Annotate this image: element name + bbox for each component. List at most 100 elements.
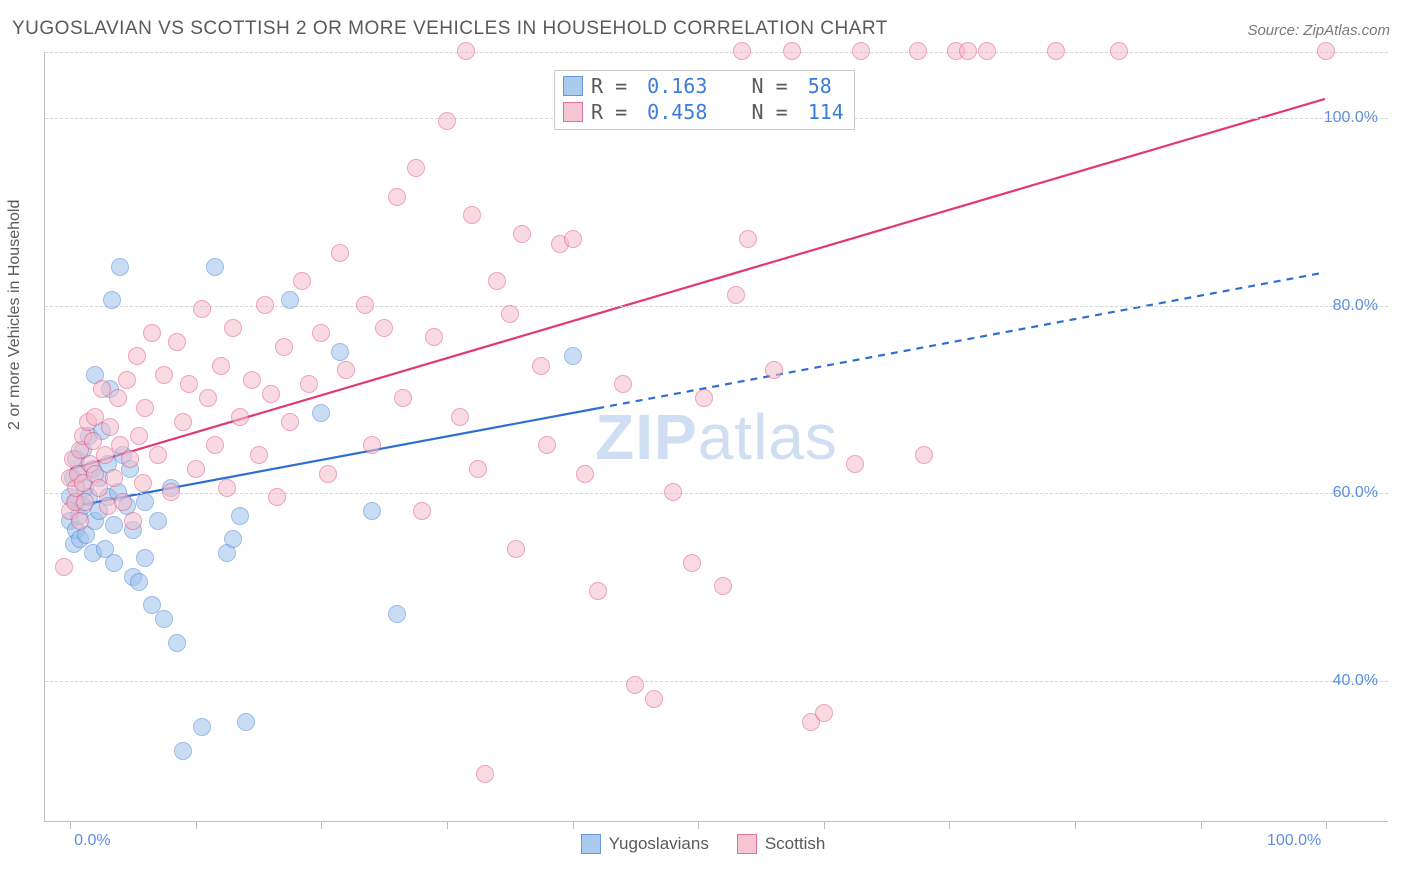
scatter-point [959,42,977,60]
stat-n-value: 114 [808,99,844,125]
scatter-point [105,554,123,572]
scatter-point [1110,42,1128,60]
y-tick-label: 80.0% [1333,297,1378,315]
x-tick [573,821,574,829]
scatter-point [727,286,745,304]
scatter-point [180,375,198,393]
scatter-point [388,188,406,206]
scatter-point [105,469,123,487]
scatter-point [224,530,242,548]
scatter-point [111,258,129,276]
scatter-point [978,42,996,60]
y-axis-label: 2 or more Vehicles in Household [6,200,24,430]
scatter-point [312,324,330,342]
scatter-point [915,446,933,464]
scatter-point [739,230,757,248]
scatter-point [155,366,173,384]
y-tick-label: 60.0% [1333,484,1378,502]
scatter-point [909,42,927,60]
scatter-point [193,300,211,318]
scatter-point [765,361,783,379]
plot-area: ZIPatlas 40.0%60.0%80.0%100.0%0.0%100.0% [44,52,1388,822]
scatter-point [1317,42,1335,60]
scatter-point [121,450,139,468]
scatter-point [168,333,186,351]
x-tick [1075,821,1076,829]
scatter-point [149,512,167,530]
x-tick [1201,821,1202,829]
stats-legend-box: R = 0.163 N = 58R = 0.458 N = 114 [554,70,855,130]
stats-row: R = 0.163 N = 58 [563,73,844,99]
x-tick [196,821,197,829]
regression-lines-layer [45,52,1388,821]
scatter-point [109,389,127,407]
scatter-point [118,371,136,389]
scatter-point [626,676,644,694]
scatter-point [281,291,299,309]
scatter-point [576,465,594,483]
x-tick [1326,821,1327,829]
scatter-point [149,446,167,464]
scatter-point [407,159,425,177]
scatter-point [319,465,337,483]
scatter-point [363,502,381,520]
series-swatch [563,76,583,96]
y-tick-label: 40.0% [1333,672,1378,690]
scatter-point [852,42,870,60]
scatter-point [134,474,152,492]
scatter-point [256,296,274,314]
legend-label: Yugoslavians [609,834,709,854]
scatter-point [101,418,119,436]
scatter-point [564,347,582,365]
scatter-point [846,455,864,473]
scatter-point [356,296,374,314]
scatter-point [614,375,632,393]
scatter-point [218,479,236,497]
scatter-point [532,357,550,375]
scatter-point [1047,42,1065,60]
scatter-point [275,338,293,356]
series-swatch [563,102,583,122]
scatter-point [155,610,173,628]
stat-r-value: 0.163 [647,73,707,99]
scatter-point [136,399,154,417]
scatter-point [243,371,261,389]
scatter-point [513,225,531,243]
scatter-point [231,507,249,525]
x-tick [447,821,448,829]
legend-swatch [581,834,601,854]
scatter-point [93,380,111,398]
scatter-point [199,389,217,407]
scatter-point [124,512,142,530]
scatter-point [128,347,146,365]
scatter-point [168,634,186,652]
legend-item: Scottish [737,834,825,854]
legend-swatch [737,834,757,854]
scatter-point [538,436,556,454]
scatter-point [130,573,148,591]
scatter-point [130,427,148,445]
stats-row: R = 0.458 N = 114 [563,99,844,125]
gridline [45,306,1388,307]
scatter-point [783,42,801,60]
scatter-point [664,483,682,501]
scatter-point [457,42,475,60]
x-tick [70,821,71,829]
scatter-point [425,328,443,346]
scatter-point [564,230,582,248]
gridline [45,52,1388,53]
legend-item: Yugoslavians [581,834,709,854]
scatter-point [363,436,381,454]
scatter-point [136,493,154,511]
scatter-point [438,112,456,130]
scatter-point [55,558,73,576]
scatter-point [262,385,280,403]
scatter-point [193,718,211,736]
scatter-point [589,582,607,600]
scatter-point [76,493,94,511]
regression-line [70,99,1324,469]
stat-r-value: 0.458 [647,99,707,125]
scatter-point [337,361,355,379]
x-tick [321,821,322,829]
scatter-point [300,375,318,393]
